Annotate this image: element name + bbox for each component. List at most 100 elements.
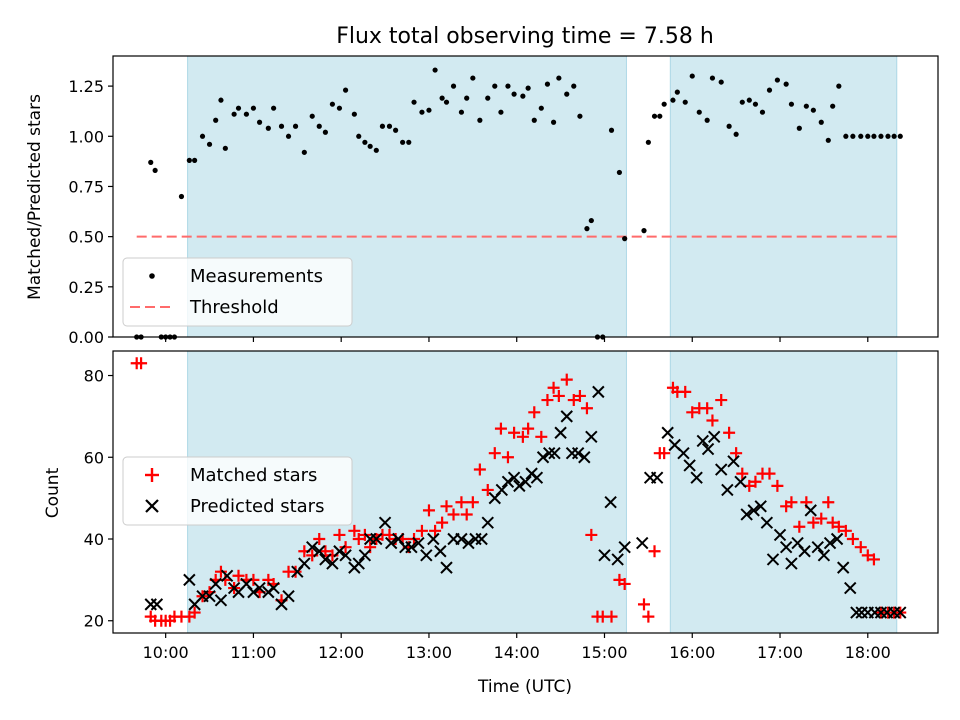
- bottom-predicted-stars-point: [798, 545, 811, 558]
- chart-title: Flux total observing time = 7.58 h: [336, 24, 714, 49]
- bottom-matched-stars-point: [440, 500, 453, 513]
- bottom-predicted-stars-point: [592, 385, 605, 399]
- top-measurements-point: [670, 97, 676, 103]
- bottom-legend-box: [122, 456, 353, 526]
- bottom-predicted-stars-point: [183, 573, 196, 587]
- bottom-y-tick-label: 20: [84, 612, 104, 631]
- top-measurements-point: [550, 119, 557, 125]
- bottom-matched-stars-point: [846, 533, 859, 545]
- top-measurements-point: [231, 111, 237, 117]
- bottom-predicted-stars-point: [282, 590, 295, 603]
- bottom-predicted-stars-point: [696, 434, 709, 448]
- top-measurements-point: [470, 75, 476, 81]
- bottom-predicted-stars-point: [440, 561, 453, 574]
- bottom-y-tick-label: 60: [84, 448, 104, 467]
- top-shaded-interval-1: [669, 55, 898, 338]
- bottom-predicted-stars-point: [267, 581, 280, 595]
- top-measurements-point: [271, 105, 277, 111]
- top-y-tick-label: 0.75: [68, 177, 104, 196]
- bottom-matched-stars-point: [522, 422, 535, 435]
- bottom-matched-stars-point: [854, 541, 867, 554]
- bottom-matched-stars-point: [723, 426, 736, 439]
- bottom-legend: Matched stars Predicted stars: [122, 456, 353, 526]
- bottom-matched-stars-point: [580, 402, 593, 415]
- bottom-predicted-stars-point: [837, 561, 850, 574]
- top-measurements-point: [329, 101, 336, 107]
- bottom-matched-stars-point: [686, 406, 699, 419]
- bottom-matched-stars-point: [219, 573, 232, 586]
- bottom-predicted-stars-point: [804, 504, 817, 517]
- top-measurements-point: [520, 93, 526, 99]
- bottom-predicted-stars-point: [578, 451, 591, 464]
- bottom-predicted-stars-point: [554, 426, 567, 439]
- bottom-predicted-stars-point: [306, 540, 319, 554]
- top-measurements-point: [752, 101, 759, 107]
- top-measurements-point: [148, 159, 154, 165]
- bottom-matched-stars-point: [793, 520, 806, 533]
- bottom-predicted-stars-point: [455, 532, 468, 546]
- top-axes-frame: [112, 55, 939, 338]
- bottom-predicted-stars-point: [811, 540, 824, 554]
- bottom-predicted-stars-point: [677, 446, 690, 460]
- top-measurements-point: [265, 125, 271, 131]
- bottom-predicted-stars-point: [585, 430, 598, 444]
- bottom-matched-stars-point: [815, 512, 828, 525]
- bottom-predicted-stars-point: [319, 553, 332, 566]
- top-measurements-point: [825, 137, 831, 143]
- top-measurements-point: [186, 157, 192, 163]
- top-measurements-point: [564, 91, 570, 97]
- top-measurements-point: [538, 105, 544, 111]
- top-measurements-point: [213, 117, 219, 123]
- top-measurements-point: [356, 133, 362, 139]
- top-measurements-point: [450, 83, 457, 89]
- bottom-predicted-stars-point: [740, 508, 753, 521]
- bottom-matched-stars-point: [501, 451, 514, 464]
- bottom-matched-stars-point: [822, 496, 835, 509]
- top-plot-area: 0.00 0.25 0.50 0.75 1.00 1.25: [68, 55, 939, 347]
- bottom-matched-stars-point: [535, 430, 548, 443]
- bottom-matched-stars-point: [494, 422, 507, 435]
- bottom-predicted-stars-point: [650, 471, 664, 484]
- top-measurements-point: [485, 95, 491, 101]
- bottom-shaded-interval-1: [669, 350, 898, 634]
- bottom-matched-stars-point: [839, 524, 852, 537]
- bottom-matched-stars-point: [319, 545, 332, 558]
- bottom-predicted-stars-point: [754, 500, 767, 513]
- legend-threshold-label: Threshold: [189, 297, 279, 318]
- top-measurements-point: [843, 133, 849, 139]
- legend-measurements-label: Measurements: [190, 266, 323, 287]
- top-measurements-point: [278, 123, 285, 129]
- top-measurements-point: [243, 111, 250, 117]
- bottom-predicted-stars-point: [817, 549, 831, 562]
- bottom-matched-stars-point: [715, 394, 728, 407]
- top-measurements-point: [443, 99, 450, 105]
- bottom-y-tick-label: 40: [84, 530, 104, 549]
- top-measurements-point: [373, 147, 379, 153]
- top-measurements-point: [608, 127, 615, 133]
- bottom-x-tick-label: 10:00: [143, 643, 189, 662]
- top-measurements-point: [858, 133, 864, 139]
- top-measurements-point: [682, 99, 688, 105]
- bottom-matched-stars-point: [333, 528, 346, 541]
- bottom-matched-stars-point: [763, 467, 776, 480]
- bottom-predicted-stars-point: [701, 442, 715, 456]
- top-measurements-point: [661, 101, 667, 107]
- bottom-matched-stars-point: [289, 565, 302, 578]
- top-measurements-point: [386, 123, 393, 129]
- top-measurements-point: [871, 133, 877, 139]
- bottom-predicted-stars-point: [513, 479, 526, 493]
- bottom-predicted-stars-point: [850, 606, 863, 619]
- bottom-predicted-stars-point: [830, 532, 844, 546]
- bottom-matched-stars-point: [436, 516, 449, 529]
- top-measurements-point: [577, 113, 583, 119]
- bottom-matched-stars-point: [771, 479, 784, 492]
- top-measurements-point: [544, 81, 551, 87]
- top-measurements-point: [836, 83, 842, 89]
- bottom-predicted-stars-point: [220, 569, 234, 582]
- bottom-matched-stars-point: [605, 610, 618, 623]
- top-measurements-point: [897, 133, 903, 139]
- bottom-matched-stars-point: [313, 533, 326, 545]
- bottom-x-tick-label: 18:00: [845, 643, 891, 662]
- top-measurements-point: [406, 139, 412, 145]
